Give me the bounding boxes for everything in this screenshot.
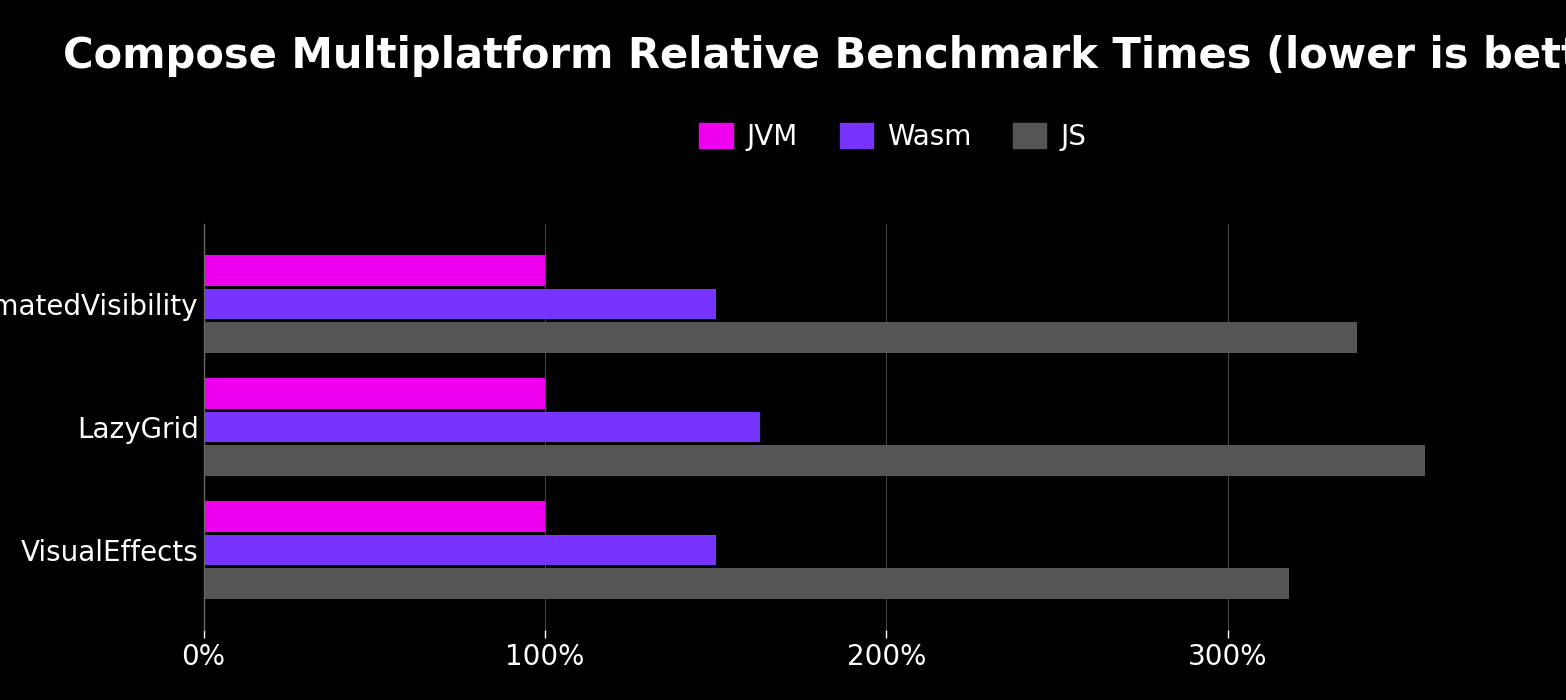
Bar — [204, 412, 760, 442]
Bar — [204, 288, 716, 319]
Text: Compose Multiplatform Relative Benchmark Times (lower is better): Compose Multiplatform Relative Benchmark… — [63, 35, 1566, 77]
Bar — [204, 256, 545, 286]
Legend: JVM, Wasm, JS: JVM, Wasm, JS — [689, 112, 1096, 162]
Bar — [204, 535, 716, 566]
Bar — [204, 322, 1358, 353]
Bar — [204, 568, 1289, 598]
Bar — [204, 444, 1425, 475]
Bar — [204, 379, 545, 410]
Bar — [204, 501, 545, 532]
